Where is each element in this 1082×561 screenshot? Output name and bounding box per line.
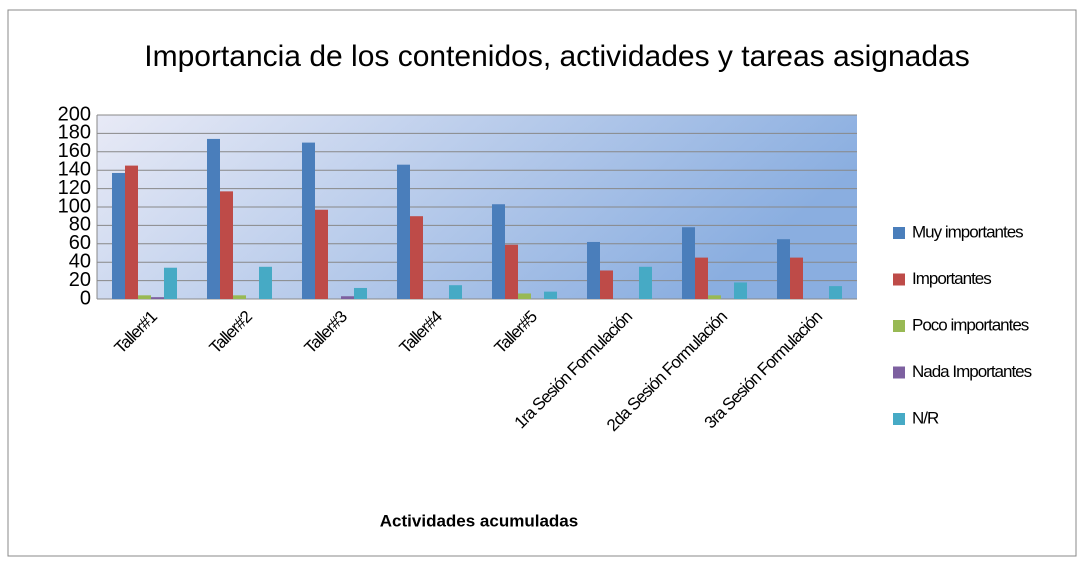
y-tick-label: 120 [58, 177, 91, 199]
bar [315, 209, 328, 299]
bar [397, 164, 410, 299]
legend-label: N/R [912, 408, 939, 427]
bar [207, 138, 220, 299]
bar [164, 267, 177, 299]
bar [682, 227, 695, 299]
bar [695, 257, 708, 299]
bar [449, 285, 462, 299]
y-tick-label: 60 [69, 232, 91, 254]
bar [587, 241, 600, 299]
bar [518, 293, 531, 299]
legend-swatch [893, 320, 905, 332]
x-axis-title: Actividades acumuladas [380, 511, 578, 530]
y-tick-label: 80 [69, 214, 91, 236]
bar [492, 204, 505, 299]
bar [734, 282, 747, 299]
bar [112, 172, 125, 299]
legend-label: Muy importantes [912, 222, 1023, 241]
legend-swatch [893, 366, 905, 379]
bar [138, 295, 151, 299]
y-tick-label: 160 [58, 140, 91, 162]
legend-swatch [893, 413, 905, 425]
y-tick-label: 200 [58, 103, 91, 125]
bar [220, 191, 233, 299]
bar [233, 295, 246, 299]
bar [639, 266, 652, 299]
bar [410, 216, 423, 299]
bar [829, 286, 842, 299]
legend-swatch [893, 227, 905, 239]
y-tick-label: 100 [58, 195, 91, 217]
y-tick-label: 180 [58, 122, 91, 144]
y-tick-label: 0 [80, 287, 91, 309]
legend-label: Importantes [912, 269, 991, 288]
legend-swatch [893, 273, 905, 286]
chart-title: Importancia de los contenidos, actividad… [144, 40, 969, 73]
bar [125, 165, 138, 299]
bar [777, 239, 790, 299]
y-tick-label: 20 [69, 269, 91, 291]
bar [151, 297, 164, 299]
bar [708, 295, 721, 299]
legend-label: Poco importantes [912, 315, 1029, 334]
bar [354, 287, 367, 299]
bar [505, 244, 518, 299]
bar [544, 291, 557, 299]
legend-label: Nada Importantes [912, 362, 1032, 381]
bar [302, 142, 315, 299]
bar [259, 266, 272, 299]
y-tick-label: 40 [69, 250, 91, 272]
bar [341, 296, 354, 299]
bar [790, 257, 803, 299]
y-tick-label: 140 [58, 158, 91, 180]
bar [600, 270, 613, 299]
